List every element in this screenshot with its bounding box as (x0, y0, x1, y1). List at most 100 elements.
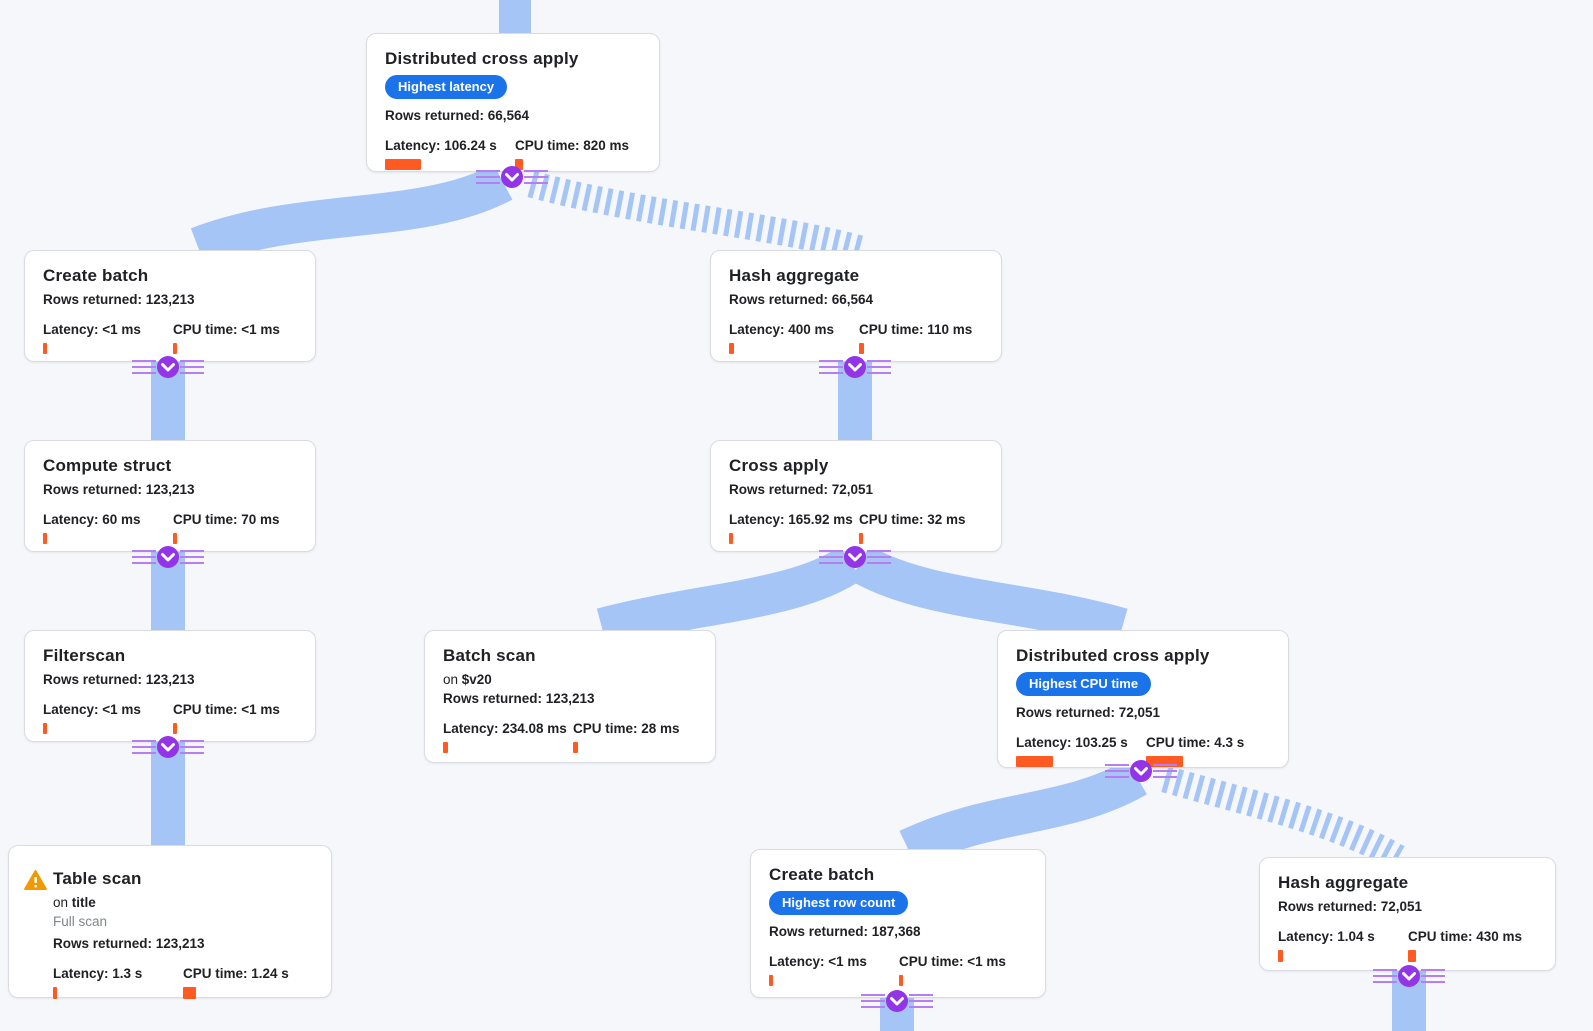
node-title: Compute struct (43, 456, 172, 475)
cpu-time-bar (183, 987, 196, 999)
plan-node-create-batch-1[interactable]: Create batch Rows returned: 123,213 Late… (24, 250, 316, 362)
latency-bar (769, 975, 773, 986)
metrics-row: Latency: <1 ms CPU time: <1 ms (43, 322, 297, 354)
metrics-row: Latency: <1 ms CPU time: <1 ms (43, 702, 297, 734)
node-title: Filterscan (43, 646, 126, 665)
latency-label: Latency: 106.24 s (385, 138, 497, 153)
collapse-toggle-hash-aggregate-2[interactable] (1371, 963, 1447, 989)
metrics-row: Latency: 234.08 ms CPU time: 28 ms (443, 721, 697, 753)
chevron-down-icon (157, 356, 179, 378)
edge-crossapply-batchscan (596, 546, 863, 648)
plan-node-table-scan[interactable]: Table scan on title Full scan Rows retur… (8, 845, 332, 999)
latency-bar (443, 742, 448, 753)
latency-bar (385, 159, 421, 170)
plan-node-distributed-cross-apply-2[interactable]: Distributed cross apply Highest CPU time… (997, 630, 1289, 768)
plan-node-create-batch-2[interactable]: Create batch Highest row count Rows retu… (750, 849, 1046, 998)
cpu-time-label: CPU time: <1 ms (173, 702, 280, 717)
metrics-row: Latency: 1.3 s CPU time: 1.24 s (53, 966, 313, 999)
cpu-time-label: CPU time: 1.24 s (183, 966, 289, 981)
collapse-toggle-create-batch-2[interactable] (859, 988, 935, 1014)
chevron-down-icon (157, 546, 179, 568)
latency-label: Latency: <1 ms (43, 322, 141, 337)
rows-returned: Rows returned: 66,564 (385, 108, 530, 123)
collapse-toggle-dca2[interactable] (1103, 758, 1179, 784)
rows-returned: Rows returned: 72,051 (1278, 899, 1423, 914)
node-title: Create batch (43, 266, 149, 285)
latency-label: Latency: 103.25 s (1016, 735, 1128, 750)
chevron-down-icon (844, 546, 866, 568)
collapse-toggle-hash-aggregate-1[interactable] (817, 354, 893, 380)
plan-node-hash-aggregate-1[interactable]: Hash aggregate Rows returned: 66,564 Lat… (710, 250, 1002, 362)
cpu-time-bar (1408, 950, 1416, 962)
cpu-time-bar (899, 975, 903, 986)
cpu-time-bar (173, 533, 177, 544)
latency-bar (729, 533, 733, 544)
rows-returned: Rows returned: 123,213 (43, 482, 195, 497)
node-title: Distributed cross apply (385, 49, 579, 68)
latency-label: Latency: 60 ms (43, 512, 141, 527)
highest-latency-badge: Highest latency (385, 75, 508, 99)
collapse-toggle-filterscan[interactable] (130, 734, 206, 760)
warning-icon (24, 870, 47, 895)
cpu-time-bar (1146, 756, 1183, 767)
scan-target: on title (53, 895, 96, 910)
metrics-row: Latency: 165.92 ms CPU time: 32 ms (729, 512, 983, 544)
metrics-row: Latency: 400 ms CPU time: 110 ms (729, 322, 983, 354)
plan-node-cross-apply[interactable]: Cross apply Rows returned: 72,051 Latenc… (710, 440, 1002, 552)
latency-bar (43, 533, 47, 544)
rows-returned: Rows returned: 187,368 (769, 924, 921, 939)
plan-node-distributed-cross-apply-1[interactable]: Distributed cross apply Highest latency … (366, 33, 660, 172)
rows-returned: Rows returned: 66,564 (729, 292, 874, 307)
metrics-row: Latency: 106.24 s CPU time: 820 ms (385, 138, 641, 170)
latency-bar (1016, 756, 1053, 767)
metrics-row: Latency: <1 ms CPU time: <1 ms (769, 954, 1027, 986)
cpu-time-bar (859, 533, 863, 544)
latency-bar (1278, 950, 1283, 962)
metrics-row: Latency: 60 ms CPU time: 70 ms (43, 512, 297, 544)
chevron-down-icon (844, 356, 866, 378)
cpu-time-bar (573, 742, 578, 753)
latency-bar (53, 987, 57, 999)
node-title: Batch scan (443, 646, 536, 665)
cpu-time-label: CPU time: 4.3 s (1146, 735, 1245, 750)
cpu-time-label: CPU time: 70 ms (173, 512, 280, 527)
latency-bar (43, 343, 47, 354)
plan-node-compute-struct[interactable]: Compute struct Rows returned: 123,213 La… (24, 440, 316, 552)
node-title: Distributed cross apply (1016, 646, 1210, 665)
node-title: Cross apply (729, 456, 829, 475)
edge-crossapply-dca2 (849, 545, 1128, 648)
collapse-toggle-create-batch-1[interactable] (130, 354, 206, 380)
rows-returned: Rows returned: 123,213 (443, 691, 595, 706)
edge-incoming-top (499, 0, 531, 36)
node-title: Create batch (769, 865, 875, 884)
metrics-row: Latency: 1.04 s CPU time: 430 ms (1278, 929, 1537, 962)
rows-returned: Rows returned: 72,051 (729, 482, 874, 497)
highest-row-count-badge: Highest row count (769, 891, 909, 915)
cpu-time-bar (859, 343, 864, 354)
cpu-time-label: CPU time: 430 ms (1408, 929, 1523, 944)
latency-label: Latency: 400 ms (729, 322, 835, 337)
cpu-time-bar (173, 343, 177, 354)
latency-bar (43, 723, 47, 734)
plan-node-filterscan[interactable]: Filterscan Rows returned: 123,213 Latenc… (24, 630, 316, 742)
highest-cpu-time-badge: Highest CPU time (1016, 672, 1152, 696)
edge-dca1-createbatch (190, 164, 513, 266)
cpu-time-label: CPU time: 32 ms (859, 512, 966, 527)
cpu-time-label: CPU time: <1 ms (899, 954, 1006, 969)
edge-dca2-createbatch2 (899, 759, 1147, 868)
collapse-toggle-compute-struct[interactable] (130, 544, 206, 570)
collapse-toggle-cross-apply[interactable] (817, 544, 893, 570)
rows-returned: Rows returned: 72,051 (1016, 705, 1161, 720)
latency-label: Latency: 234.08 ms (443, 721, 567, 736)
metrics-row: Latency: 103.25 s CPU time: 4.3 s (1016, 735, 1270, 767)
plan-node-hash-aggregate-2[interactable]: Hash aggregate Rows returned: 72,051 Lat… (1259, 857, 1556, 971)
node-title: Hash aggregate (1278, 873, 1409, 892)
chevron-down-icon (886, 990, 908, 1012)
latency-label: Latency: 1.04 s (1278, 929, 1375, 944)
edge-dca1-hashaggregate-striped (527, 170, 868, 264)
plan-node-batch-scan[interactable]: Batch scan on $v20 Rows returned: 123,21… (424, 630, 716, 763)
collapse-toggle-dca1[interactable] (474, 164, 550, 190)
chevron-down-icon (501, 166, 523, 188)
